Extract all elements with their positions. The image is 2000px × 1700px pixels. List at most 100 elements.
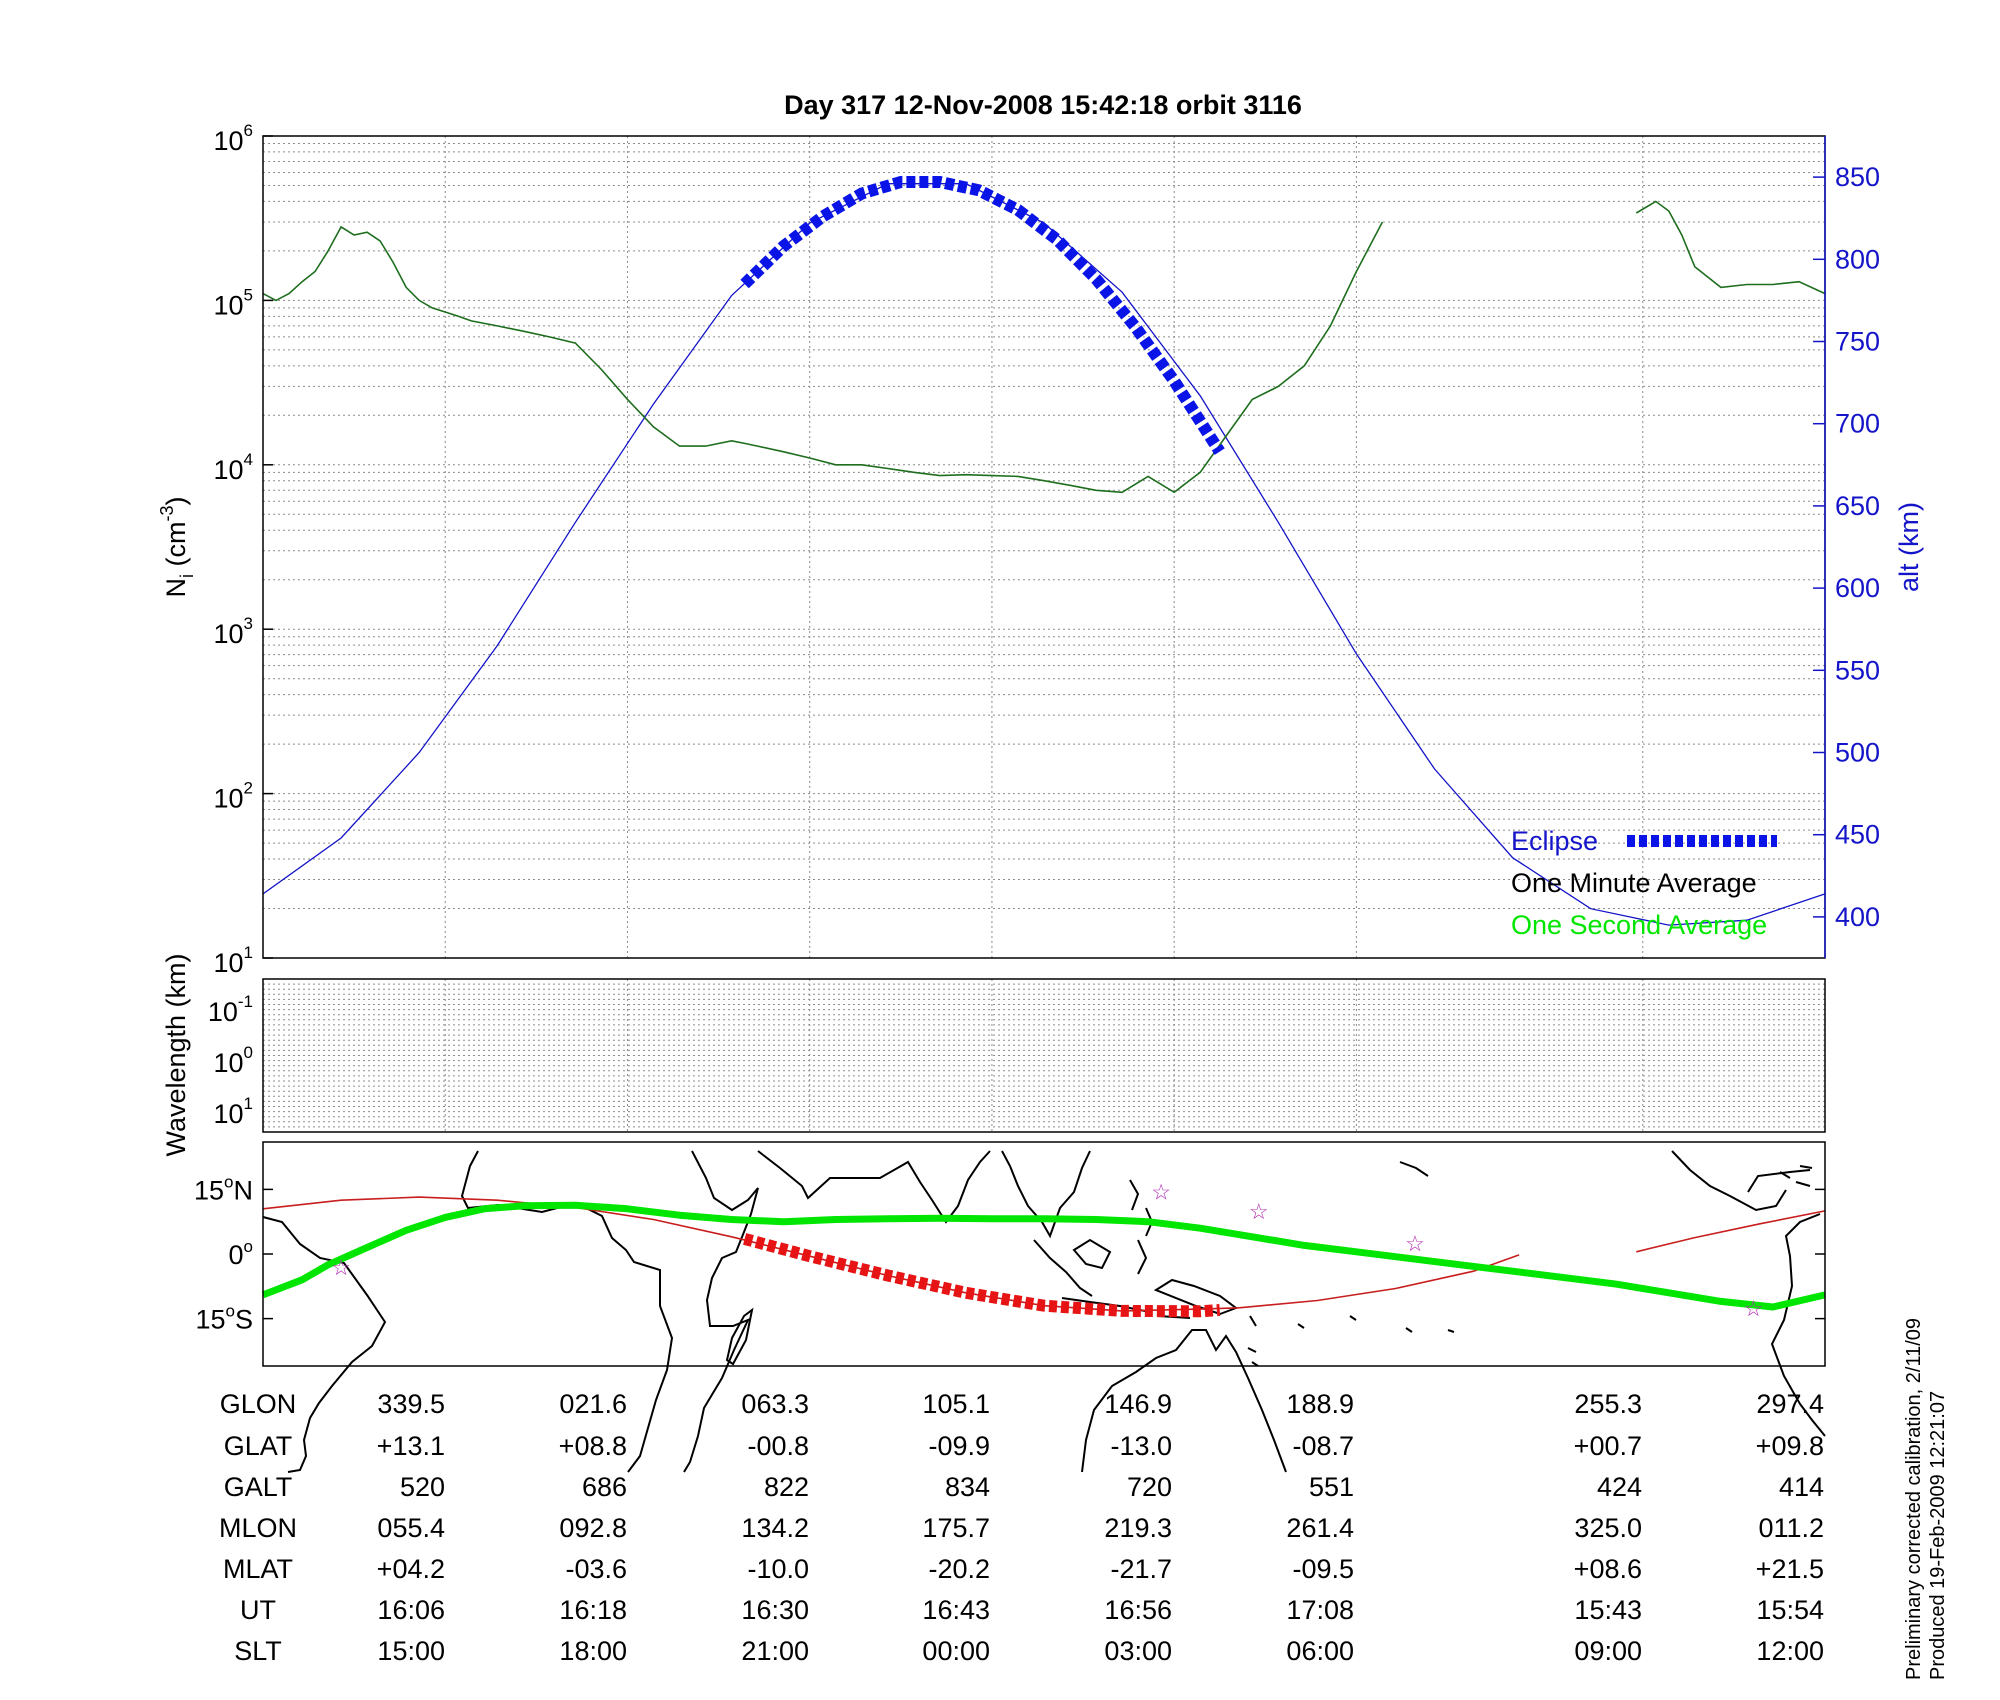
altitude-tick-label: 450 [1835, 820, 1880, 850]
table-cell: 520 [400, 1472, 445, 1502]
coastline-map [262, 1150, 1826, 1473]
table-cell: 00:00 [922, 1636, 990, 1666]
table-cell: 297.4 [1756, 1389, 1824, 1419]
table-cell: +09.8 [1756, 1431, 1824, 1461]
ground-track-line [1636, 1210, 1826, 1253]
table-cell: 063.3 [741, 1389, 809, 1419]
legend-one-second-label: One Second Average [1511, 910, 1767, 940]
altitude-tick-label: 850 [1835, 162, 1880, 192]
latitude-value: 15 [195, 1305, 225, 1335]
produced-note: Produced 19-Feb-2009 12:21:07 [1927, 1391, 1949, 1680]
table-cell: 551 [1309, 1472, 1354, 1502]
tick-base: 10 [213, 784, 243, 814]
table-cell: +00.7 [1574, 1431, 1642, 1461]
table-cell: 15:43 [1574, 1595, 1642, 1625]
table-cell: 16:43 [922, 1595, 990, 1625]
table-cell: 16:30 [741, 1595, 809, 1625]
table-cell: -21.7 [1110, 1554, 1172, 1584]
latitude-tick-label: 15oN [194, 1172, 253, 1205]
orbit-data-table: GLON GLAT GALT MLON MLAT UT SLT 339.5 +13.1 520 05… [219, 1389, 1824, 1666]
latitude-tick-label: 0o [229, 1237, 254, 1270]
latitude-tick-label: 15oS [195, 1302, 253, 1335]
table-cell: -00.8 [747, 1431, 809, 1461]
table-cell: -09.9 [928, 1431, 990, 1461]
table-cell: 16:18 [559, 1595, 627, 1625]
density-tick-label: 105 [213, 285, 253, 320]
table-row-label: MLON [219, 1513, 297, 1543]
hemisphere: S [235, 1305, 253, 1335]
tick-exponent: 2 [244, 779, 253, 798]
eclipse-track-line [743, 1233, 1221, 1318]
wavelength-frame [262, 978, 1826, 1133]
table-cell: 021.6 [559, 1389, 627, 1419]
tick-base: 10 [213, 1048, 243, 1078]
philippines-islands [1129, 1179, 1154, 1237]
density-tick-label: 103 [213, 614, 253, 649]
table-cell: 325.0 [1574, 1513, 1642, 1543]
table-row-label: GALT [224, 1472, 293, 1502]
southeast-asia-coast [1001, 1150, 1091, 1239]
table-cell: 424 [1597, 1472, 1642, 1502]
hawaii-islands [1399, 1161, 1429, 1177]
table-row-label: UT [240, 1595, 276, 1625]
star-marker: ☆ [1151, 1180, 1171, 1205]
latitude-value: 0 [229, 1240, 244, 1270]
table-cell: 822 [764, 1472, 809, 1502]
australia-coast [1081, 1329, 1287, 1473]
chart-title: Day 317 12-Nov-2008 15:42:18 orbit 3116 [784, 90, 1302, 120]
table-cell: +21.5 [1756, 1554, 1824, 1584]
table-row-label: MLAT [223, 1554, 293, 1584]
south-america-coast [262, 1216, 387, 1473]
star-marker: ☆ [1405, 1231, 1425, 1256]
altitude-tick-label: 700 [1835, 409, 1880, 439]
field-footprint-line [261, 1201, 1826, 1311]
arabia-india-coast [757, 1150, 991, 1224]
wavelength-ylabel: Wavelength (km) [161, 953, 191, 1156]
central-america-coast [1671, 1150, 1826, 1437]
legend-one-minute-label: One Minute Average [1511, 868, 1757, 898]
one-minute-average-line [262, 221, 1384, 494]
wavelength-tick-label: 100 [213, 1043, 253, 1078]
table-cell: 15:54 [1756, 1595, 1824, 1625]
degree-symbol: o [226, 1302, 235, 1321]
tick-base: 10 [213, 126, 243, 156]
table-cell: 16:06 [377, 1595, 445, 1625]
tick-base: 10 [213, 290, 243, 320]
latitude-value: 15 [194, 1175, 224, 1205]
altitude-tick-label: 600 [1835, 573, 1880, 603]
madagascar [725, 1307, 754, 1366]
table-cell: 686 [582, 1472, 627, 1502]
eclipse-line [740, 176, 1225, 455]
table-cell: 092.8 [559, 1513, 627, 1543]
table-row-label: GLON [220, 1389, 297, 1419]
africa-east-coast [683, 1150, 759, 1473]
table-cell: +13.1 [377, 1431, 445, 1461]
table-cell: 16:56 [1104, 1595, 1172, 1625]
table-row-label: SLT [234, 1636, 282, 1666]
table-cell: +08.6 [1574, 1554, 1642, 1584]
table-cell: -09.5 [1292, 1554, 1354, 1584]
table-cell: 011.2 [1758, 1513, 1824, 1543]
tick-exponent: 1 [244, 1094, 253, 1113]
altitude-tick-label: 400 [1835, 902, 1880, 932]
tick-exponent: 3 [244, 614, 253, 633]
table-row-label: GLAT [224, 1431, 293, 1461]
tick-base: 10 [213, 619, 243, 649]
ion-density-series [262, 176, 1826, 926]
table-cell: 339.5 [377, 1389, 445, 1419]
degree-symbol: o [224, 1172, 233, 1191]
table-cell: 03:00 [1104, 1636, 1172, 1666]
star-marker: ☆ [1744, 1296, 1764, 1321]
wavelength-tick-label: 101 [213, 1094, 253, 1129]
tick-base: 10 [213, 948, 243, 978]
africa-west-coast [460, 1150, 674, 1473]
tick-exponent: 4 [244, 450, 253, 469]
tick-base: 10 [213, 455, 243, 485]
table-cell: 06:00 [1286, 1636, 1354, 1666]
